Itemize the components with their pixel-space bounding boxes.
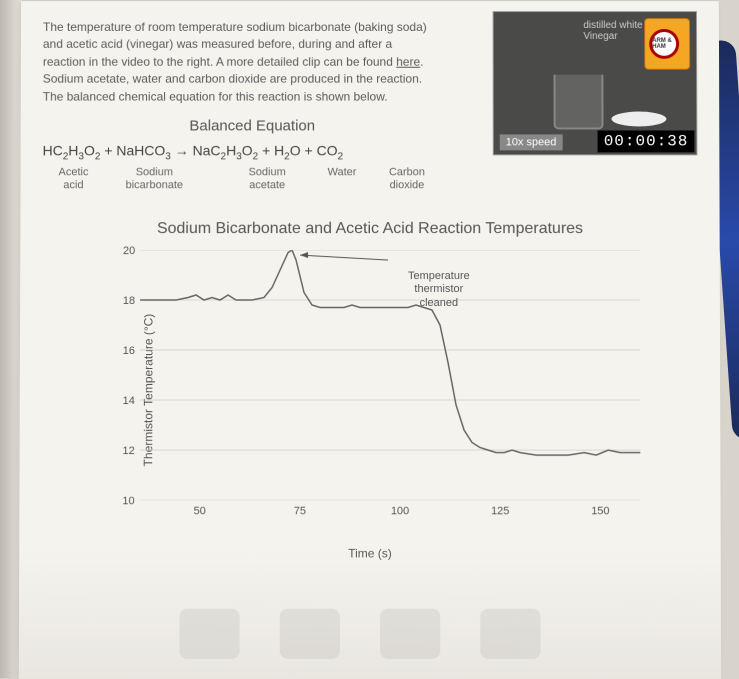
eq-label: Water	[312, 166, 372, 192]
blur-4	[480, 609, 540, 659]
eq-p7: O	[242, 142, 253, 158]
eq-label: Aceticacid	[42, 166, 104, 192]
logo-text: ARM & HAM	[652, 38, 676, 50]
eq-p9: O + CO	[290, 142, 338, 158]
intro-line3b: .	[420, 55, 423, 69]
equation-labels: AceticacidSodiumbicarbonate Sodiumacetat…	[42, 166, 511, 192]
blur-1	[179, 609, 239, 659]
video-thumbnail[interactable]: distilled white Vinegar ARM & HAM 10x sp…	[493, 11, 698, 155]
svg-text:150: 150	[591, 505, 609, 517]
annot-2: thermistor	[414, 283, 463, 295]
eq-p1: HC	[43, 142, 63, 158]
dish-icon	[611, 112, 666, 127]
svg-text:10: 10	[122, 495, 134, 507]
video-timer: 00:00:38	[598, 130, 695, 152]
blurred-shapes	[179, 609, 540, 659]
svg-text:18: 18	[123, 295, 135, 307]
arm-hammer-logo: ARM & HAM	[649, 29, 679, 59]
baking-soda-box: ARM & HAM	[644, 18, 690, 70]
vinegar-label: distilled white Vinegar	[583, 20, 642, 42]
eq-label: Sodiumbicarbonate	[104, 166, 204, 192]
svg-text:20: 20	[123, 245, 135, 257]
vinegar-label-2: Vinegar	[583, 31, 617, 42]
intro-line2: and acetic acid (vinegar) was measured b…	[43, 37, 392, 51]
intro-line5: The balanced chemical equation for this …	[43, 89, 388, 103]
eq-label: Sodiumacetate	[222, 166, 312, 192]
eq-p5: NaC	[193, 142, 221, 158]
equation-title: Balanced Equation	[43, 117, 462, 134]
eq-label: Carbondioxide	[372, 166, 442, 192]
annot-1: Temperature	[408, 270, 470, 282]
eq-s9: 2	[338, 151, 344, 162]
blur-3	[380, 609, 440, 659]
eq-p8: + H	[258, 142, 284, 158]
svg-text:16: 16	[123, 345, 135, 357]
chart-container: Thermistor Temperature (°C) Time (s) 101…	[89, 250, 650, 530]
eq-p2: H	[68, 142, 78, 158]
worksheet-page: The temperature of room temperature sodi…	[19, 1, 721, 679]
chart-plot	[140, 250, 641, 500]
svg-text:75: 75	[294, 505, 306, 517]
chart-annotation: Temperature thermistor cleaned	[408, 270, 470, 310]
eq-p3: O	[84, 142, 95, 158]
chemical-equation: HC2H3O2 + NaHCO3 → NaC2H3O2 + H2O + CO2	[43, 142, 512, 162]
speed-badge: 10x speed	[500, 134, 563, 150]
chart-xticks: 50 75 100 125 150	[140, 500, 641, 520]
blur-2	[280, 609, 340, 659]
intro-line1: The temperature of room temperature sodi…	[43, 20, 427, 34]
svg-text:14: 14	[123, 395, 135, 407]
annot-3: cleaned	[420, 297, 459, 309]
here-link[interactable]: here	[396, 55, 420, 69]
beaker-icon	[554, 75, 604, 130]
eq-p6: H	[226, 142, 236, 158]
vinegar-label-1: distilled white	[583, 20, 642, 31]
intro-line3a: reaction in the video to the right. A mo…	[43, 55, 396, 69]
eq-label	[204, 166, 222, 192]
intro-paragraph: The temperature of room temperature sodi…	[43, 19, 462, 105]
svg-text:12: 12	[122, 445, 134, 457]
chart-title: Sodium Bicarbonate and Acetic Acid React…	[42, 220, 697, 238]
intro-line4: Sodium acetate, water and carbon dioxide…	[43, 72, 422, 86]
svg-text:125: 125	[491, 505, 509, 517]
svg-text:100: 100	[391, 505, 409, 517]
svg-text:50: 50	[194, 505, 206, 517]
chart-yticks: 101214161820	[110, 250, 141, 500]
eq-arrow: →	[171, 142, 193, 158]
eq-p4: + NaHCO	[100, 142, 165, 158]
